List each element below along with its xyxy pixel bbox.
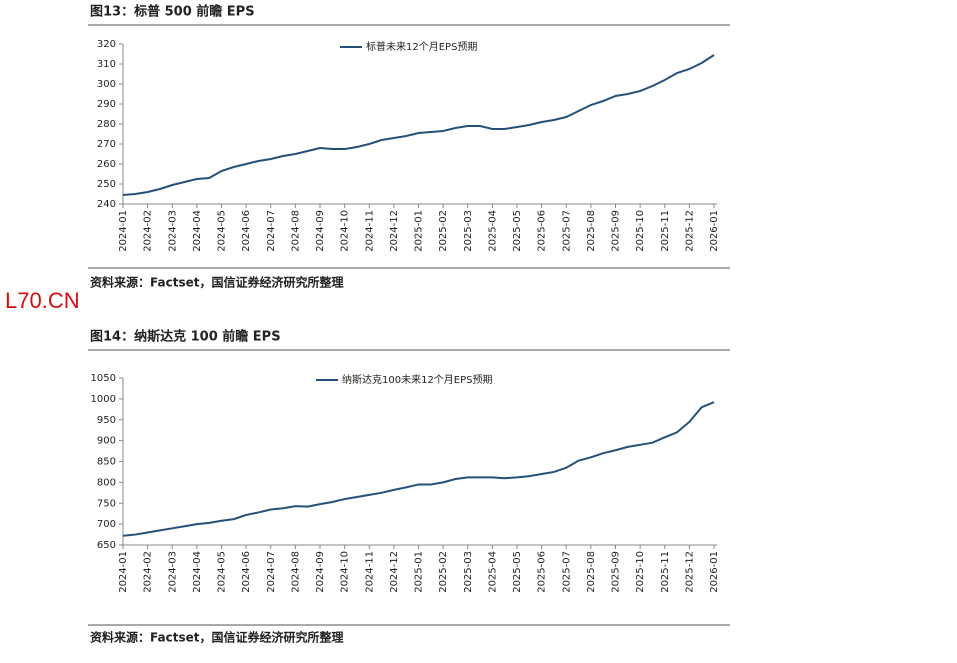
y-tick-label: 250 xyxy=(97,179,116,190)
x-tick-label: 2025-10 xyxy=(635,210,646,252)
x-tick-label: 2025-08 xyxy=(586,551,597,593)
x-tick-label: 2025-06 xyxy=(537,210,548,252)
x-tick-label: 2025-07 xyxy=(561,551,572,593)
x-tick-label: 2024-01 xyxy=(118,551,129,593)
x-tick-label: 2024-06 xyxy=(241,551,252,593)
y-tick-label: 270 xyxy=(97,139,116,150)
x-tick-label: 2024-04 xyxy=(192,210,203,252)
x-tick-label: 2025-12 xyxy=(684,210,695,252)
x-tick-label: 2024-07 xyxy=(266,210,277,252)
x-tick-label: 2024-11 xyxy=(364,210,375,252)
figure-title: 图13：标普 500 前瞻 EPS xyxy=(90,4,255,20)
y-tick-label: 240 xyxy=(97,199,116,210)
x-tick-label: 2025-02 xyxy=(438,210,449,252)
x-tick-label: 2025-11 xyxy=(660,551,671,593)
x-tick-label: 2025-01 xyxy=(414,551,425,593)
x-tick-label: 2026-01 xyxy=(709,551,720,593)
x-tick-label: 2025-01 xyxy=(414,210,425,252)
y-tick-label: 700 xyxy=(97,519,116,530)
source-note: 资料来源：Factset，国信证券经济研究所整理 xyxy=(90,275,343,290)
x-tick-label: 2025-04 xyxy=(487,551,498,593)
y-tick-label: 300 xyxy=(97,79,116,90)
x-tick-label: 2025-10 xyxy=(635,551,646,593)
legend-label: 纳斯达克100未来12个月EPS预期 xyxy=(342,373,493,386)
y-tick-label: 850 xyxy=(97,457,116,468)
x-tick-label: 2024-05 xyxy=(217,210,228,252)
y-tick-label: 1050 xyxy=(91,373,116,384)
figure-title: 图14：纳斯达克 100 前瞻 EPS xyxy=(90,329,281,345)
x-tick-label: 2025-05 xyxy=(512,210,523,252)
x-tick-label: 2025-11 xyxy=(660,210,671,252)
x-tick-label: 2024-10 xyxy=(340,210,351,252)
x-tick-label: 2024-10 xyxy=(340,551,351,593)
series-line xyxy=(122,54,715,196)
y-tick-label: 310 xyxy=(97,59,116,70)
x-tick-label: 2024-12 xyxy=(389,551,400,593)
y-tick-label: 650 xyxy=(97,540,116,551)
x-tick-label: 2024-06 xyxy=(241,210,252,252)
x-tick-label: 2025-06 xyxy=(537,551,548,593)
x-tick-label: 2025-08 xyxy=(586,210,597,252)
source-note: 资料来源：Factset，国信证券经济研究所整理 xyxy=(90,630,343,645)
x-tick-label: 2024-05 xyxy=(217,551,228,593)
x-tick-label: 2024-08 xyxy=(290,210,301,252)
y-tick-label: 750 xyxy=(97,498,116,509)
x-tick-label: 2024-03 xyxy=(167,210,178,252)
x-tick-label: 2024-02 xyxy=(143,210,154,252)
x-tick-label: 2025-12 xyxy=(684,551,695,593)
y-tick-label: 320 xyxy=(97,39,116,50)
x-tick-label: 2025-09 xyxy=(611,551,622,593)
watermark: L70.CN xyxy=(5,288,80,313)
x-tick-label: 2024-09 xyxy=(315,210,326,252)
y-tick-label: 260 xyxy=(97,159,116,170)
y-tick-label: 900 xyxy=(97,436,116,447)
y-tick-label: 800 xyxy=(97,477,116,488)
legend-label: 标普未来12个月EPS预期 xyxy=(366,40,477,53)
x-tick-label: 2025-07 xyxy=(561,210,572,252)
x-tick-label: 2025-04 xyxy=(487,210,498,252)
x-tick-label: 2024-01 xyxy=(118,210,129,252)
y-tick-label: 280 xyxy=(97,119,116,130)
x-tick-label: 2025-09 xyxy=(611,210,622,252)
x-tick-label: 2025-03 xyxy=(463,551,474,593)
x-tick-label: 2025-03 xyxy=(463,210,474,252)
series-line xyxy=(122,401,715,537)
x-tick-label: 2024-02 xyxy=(143,551,154,593)
y-tick-label: 950 xyxy=(97,415,116,426)
x-tick-label: 2024-12 xyxy=(389,210,400,252)
y-tick-label: 290 xyxy=(97,99,116,110)
x-tick-label: 2024-08 xyxy=(290,551,301,593)
x-tick-label: 2024-07 xyxy=(266,551,277,593)
x-tick-label: 2024-04 xyxy=(192,551,203,593)
x-tick-label: 2024-11 xyxy=(364,551,375,593)
y-tick-label: 1000 xyxy=(91,394,116,405)
x-tick-label: 2025-05 xyxy=(512,551,523,593)
x-tick-label: 2026-01 xyxy=(709,210,720,252)
x-tick-label: 2025-02 xyxy=(438,551,449,593)
x-tick-label: 2024-03 xyxy=(167,551,178,593)
x-tick-label: 2024-09 xyxy=(315,551,326,593)
